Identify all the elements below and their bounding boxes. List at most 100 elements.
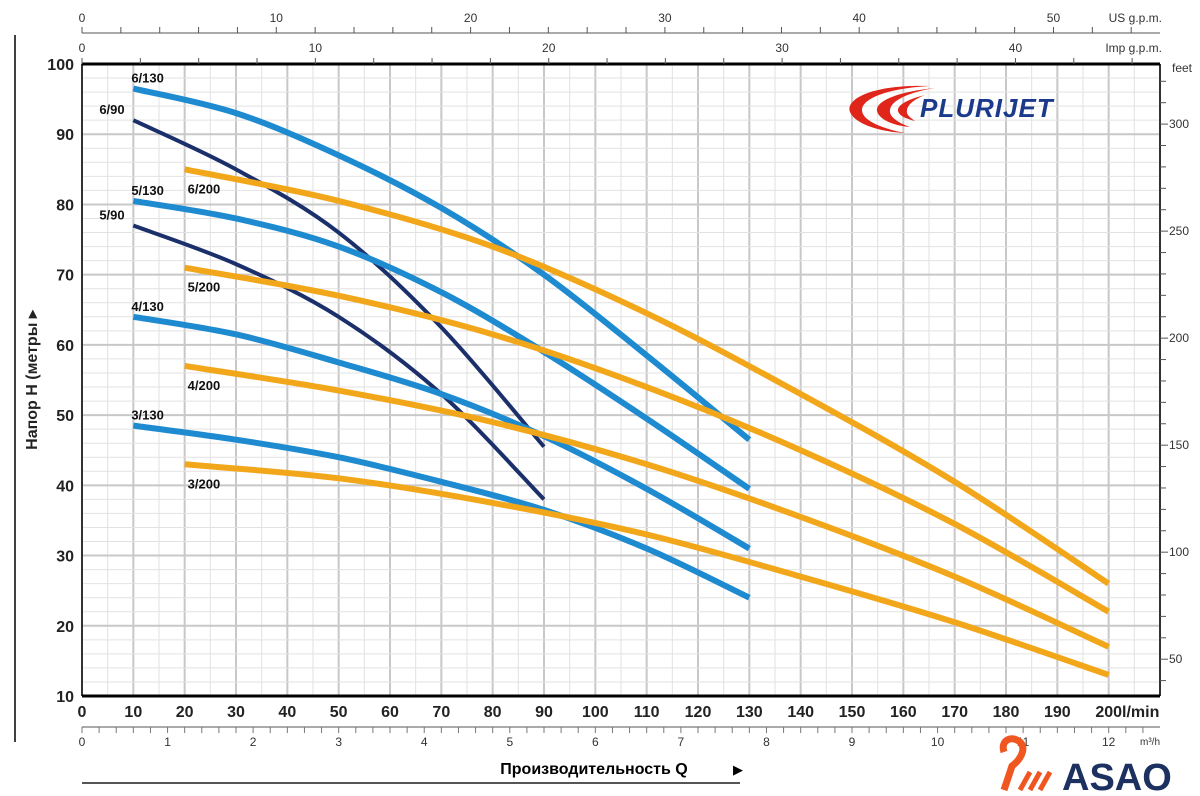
m3h-tick-label: 10 <box>931 735 945 749</box>
curve-6-90 <box>132 118 546 449</box>
x-tick-label: 150 <box>839 704 866 721</box>
curve-3-130 <box>132 422 751 601</box>
logo-swoosh-3 <box>897 95 925 121</box>
y-tick-label: 20 <box>56 619 74 636</box>
curve-6-200 <box>184 166 1111 587</box>
y-tick-label: 80 <box>56 197 74 214</box>
lmin-label: l/min <box>1122 704 1159 721</box>
m3h-tick-label: 1 <box>164 735 171 749</box>
imp-gpm-tick-label: 10 <box>309 41 323 55</box>
curve-label: 4/200 <box>188 378 221 393</box>
curve-label: 6/200 <box>188 181 221 196</box>
feet-label: feet <box>1172 61 1193 75</box>
y-tick-label: 100 <box>47 57 74 74</box>
curves <box>132 85 1111 678</box>
curve-label: 5/130 <box>131 183 164 198</box>
us-gpm-tick-label: 0 <box>79 11 86 25</box>
x-tick-label: 180 <box>993 704 1020 721</box>
us-gpm-tick-label: 40 <box>853 11 867 25</box>
curve-label: 6/90 <box>99 102 124 117</box>
curve-5-130 <box>132 197 752 492</box>
feet-tick-label: 100 <box>1169 545 1189 559</box>
feet-tick-label: 250 <box>1169 224 1189 238</box>
m3h-tick-label: 0 <box>79 735 86 749</box>
m3h-tick-label: 8 <box>763 735 770 749</box>
x-tick-label: 50 <box>330 704 348 721</box>
x-tick-label: 200 <box>1095 704 1122 721</box>
y-tick-label: 10 <box>56 689 74 706</box>
plurijet-logo: PLURIJET <box>849 85 1055 133</box>
curve-label: 6/130 <box>131 71 164 86</box>
m3h-tick-label: 6 <box>592 735 599 749</box>
y-tick-label: 50 <box>56 408 74 425</box>
watermark-stripes-icon <box>1017 770 1053 792</box>
y-tick-label: 30 <box>56 549 74 566</box>
x-tick-label: 10 <box>124 704 142 721</box>
y-tick-label: 70 <box>56 268 74 285</box>
m3h-label: m³/h <box>1140 737 1160 748</box>
imp-gpm-tick-label: 30 <box>775 41 789 55</box>
logo-text: PLURIJET <box>920 93 1055 123</box>
curve-6-130 <box>132 85 752 443</box>
m3h-tick-label: 2 <box>250 735 257 749</box>
curve-label: 5/200 <box>188 280 221 295</box>
feet-tick-label: 300 <box>1169 117 1189 131</box>
m3h-tick-label: 7 <box>678 735 685 749</box>
x-tick-label: 70 <box>432 704 450 721</box>
imp-gpm-tick-label: 40 <box>1009 41 1023 55</box>
m3h-tick-label: 9 <box>849 735 856 749</box>
y-axis-label: Напор H (метры ▸ <box>24 309 41 450</box>
logo-swoosh-2 <box>876 88 935 127</box>
feet-tick-label: 200 <box>1169 331 1189 345</box>
curve-label: 3/130 <box>131 408 164 423</box>
m3h-tick-label: 12 <box>1102 735 1116 749</box>
x-axis-arrow-icon: ▶ <box>733 762 743 777</box>
imp-gpm-tick-label: 20 <box>542 41 556 55</box>
curve-4-130 <box>132 313 751 552</box>
curve-5-200 <box>184 264 1111 615</box>
logo-swoosh-1 <box>849 85 930 133</box>
y-tick-label: 40 <box>56 478 74 495</box>
x-tick-label: 0 <box>78 704 87 721</box>
x-tick-label: 90 <box>535 704 553 721</box>
x-tick-label: 140 <box>787 704 814 721</box>
curve-label: 5/90 <box>99 208 124 223</box>
x-tick-label: 120 <box>685 704 712 721</box>
x-tick-label: 170 <box>941 704 968 721</box>
watermark-text: ASAO <box>1062 757 1172 791</box>
x-tick-label: 160 <box>890 704 917 721</box>
x-tick-label: 190 <box>1044 704 1071 721</box>
x-axis-label-text: Производительность Q <box>500 761 687 778</box>
x-tick-label: 40 <box>278 704 296 721</box>
curve-5-90 <box>132 223 546 501</box>
x-tick-label: 110 <box>634 704 660 721</box>
x-tick-label: 100 <box>582 704 609 721</box>
feet-tick-label: 50 <box>1169 652 1183 666</box>
curve-label: 4/130 <box>131 299 164 314</box>
imp-gpm-label: Imp g.p.m. <box>1105 41 1162 55</box>
curve-label: 3/200 <box>188 476 221 491</box>
us-gpm-tick-label: 10 <box>270 11 284 25</box>
us-gpm-label: US g.p.m. <box>1109 11 1162 25</box>
us-gpm-tick-label: 50 <box>1047 11 1061 25</box>
imp-gpm-tick-label: 0 <box>79 41 86 55</box>
x-tick-label: 130 <box>736 704 763 721</box>
x-axis-label: Производительность Q <box>500 761 687 778</box>
m3h-tick-label: 4 <box>421 735 428 749</box>
y-axis-label-text: Напор H (метры <box>24 323 41 450</box>
y-tick-label: 90 <box>56 127 74 144</box>
us-gpm-tick-label: 20 <box>464 11 478 25</box>
curve-4-200 <box>184 362 1110 650</box>
us-gpm-tick-label: 30 <box>658 11 672 25</box>
x-tick-label: 20 <box>176 704 194 721</box>
x-tick-label: 80 <box>484 704 502 721</box>
x-tick-label: 30 <box>227 704 245 721</box>
curve-labels: 6/130 6/90 5/130 5/90 4/130 3/130 6/200 5/200 4/… <box>99 71 220 492</box>
axes: 0 10 20 30 40 50 60 70 80 90 100 110 120 130 140 150 160… <box>14 11 1189 784</box>
asao-watermark: ASAO <box>999 735 1172 796</box>
feet-tick-label: 150 <box>1169 438 1189 452</box>
m3h-tick-label: 5 <box>506 735 513 749</box>
y-tick-label: 60 <box>56 338 74 355</box>
curve-3-200 <box>184 461 1110 678</box>
